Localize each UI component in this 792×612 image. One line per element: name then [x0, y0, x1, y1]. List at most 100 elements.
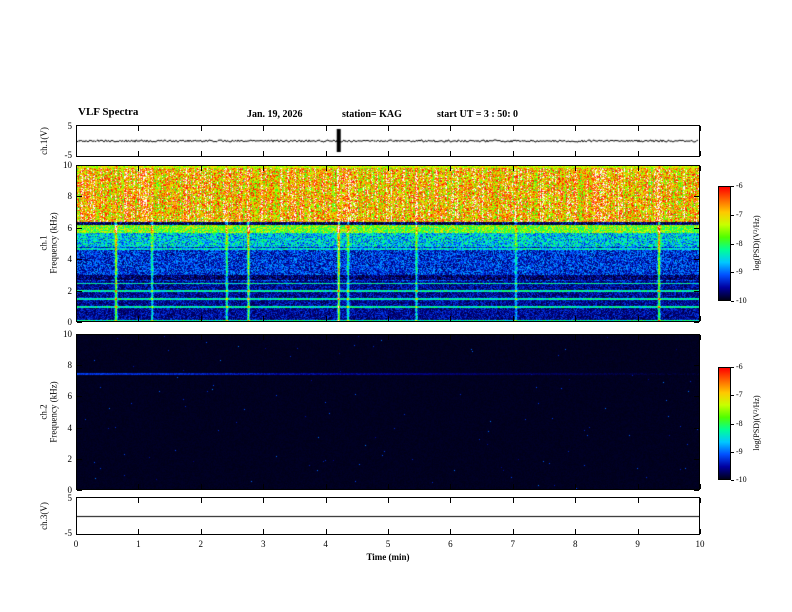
tick-mark	[694, 196, 699, 197]
tick-mark	[325, 484, 327, 489]
ch3-voltage-axis-label: ch.3(V)	[39, 502, 49, 530]
freq-tick-label: 10	[63, 160, 72, 170]
tick-mark	[450, 529, 452, 534]
tick-mark	[200, 484, 202, 489]
tick-mark	[450, 316, 452, 321]
tick-mark	[138, 484, 140, 489]
tick-mark	[325, 166, 327, 171]
x-tick-label: 1	[136, 539, 141, 549]
freq-tick-label: 8	[67, 191, 73, 201]
ch1-frequency-axis-label-line2: Frequency (kHz)	[48, 212, 59, 274]
tick-mark	[700, 498, 701, 503]
tick-mark	[700, 335, 701, 340]
freq-tick-label: 4	[67, 423, 73, 433]
x-tick-label: 4	[323, 539, 328, 549]
ch2-spectrogram-panel	[76, 334, 700, 490]
tick-mark	[77, 322, 82, 323]
freq-tick-label: 6	[67, 391, 73, 401]
tick-mark	[694, 259, 699, 260]
tick-mark	[731, 272, 734, 273]
tick-mark	[575, 316, 577, 321]
x-tick-label: 8	[572, 539, 578, 549]
tick-mark	[325, 126, 327, 131]
tick-mark	[200, 151, 202, 156]
tick-mark	[138, 529, 140, 534]
tick-mark	[731, 186, 734, 187]
tick-mark	[575, 126, 577, 131]
volt-tick-label: 5	[67, 493, 73, 503]
x-tick-label: 5	[385, 539, 391, 549]
tick-mark	[694, 334, 699, 335]
freq-tick-label: 6	[67, 223, 73, 233]
colorbar-ch2	[718, 367, 731, 480]
tick-mark	[694, 322, 699, 323]
tick-mark	[450, 166, 452, 171]
tick-mark	[694, 291, 699, 292]
tick-mark	[731, 301, 734, 302]
tick-mark	[200, 126, 202, 131]
tick-mark	[325, 151, 327, 156]
colorbar-tick-label: -10	[736, 475, 747, 484]
tick-mark	[694, 165, 699, 166]
tick-mark	[637, 151, 639, 156]
time-axis-label: Time (min)	[366, 552, 410, 562]
tick-mark	[450, 484, 452, 489]
tick-mark	[76, 484, 77, 489]
tick-mark	[575, 484, 577, 489]
tick-mark	[263, 484, 265, 489]
tick-mark	[700, 151, 701, 156]
tick-mark	[77, 459, 82, 460]
x-tick-label: 3	[260, 539, 266, 549]
x-tick-label: 2	[198, 539, 204, 549]
tick-mark	[694, 490, 699, 491]
tick-mark	[138, 126, 140, 131]
ch3-voltage-panel	[76, 497, 700, 535]
tick-mark	[200, 335, 202, 340]
tick-mark	[77, 196, 82, 197]
tick-mark	[637, 166, 639, 171]
tick-mark	[731, 395, 734, 396]
freq-tick-label: 8	[67, 360, 73, 370]
tick-mark	[450, 498, 452, 503]
colorbar-tick-label: -9	[736, 447, 743, 456]
tick-mark	[575, 151, 577, 156]
tick-mark	[388, 529, 389, 534]
tick-mark	[575, 498, 577, 503]
tick-mark	[450, 151, 452, 156]
colorbar-tick-label: -7	[736, 390, 743, 399]
colorbar-tick-label: -7	[736, 210, 743, 219]
start-ut-label: start UT = 3 : 50: 0	[437, 109, 519, 120]
ch1-voltage-axis-label: ch.1(V)	[39, 127, 49, 155]
tick-mark	[77, 365, 82, 366]
freq-tick-label: 0	[67, 485, 73, 495]
tick-mark	[575, 335, 577, 340]
freq-tick-label: 0	[67, 317, 73, 327]
tick-mark	[388, 484, 389, 489]
x-tick-label: 7	[510, 539, 516, 549]
ch1-spectrogram-canvas	[77, 166, 699, 321]
tick-mark	[731, 480, 734, 481]
tick-mark	[77, 228, 82, 229]
ch1-frequency-axis-label-line1: ch.1	[38, 235, 49, 251]
tick-mark	[731, 215, 734, 216]
tick-mark	[325, 316, 327, 321]
tick-mark	[450, 126, 452, 131]
tick-mark	[138, 498, 140, 503]
tick-mark	[512, 335, 514, 340]
tick-mark	[325, 529, 327, 534]
tick-mark	[388, 166, 389, 171]
freq-tick-label: 10	[63, 329, 72, 339]
tick-mark	[512, 484, 514, 489]
tick-mark	[76, 126, 77, 131]
tick-mark	[263, 316, 265, 321]
tick-mark	[200, 166, 202, 171]
date-label: Jan. 19, 2026	[247, 109, 303, 120]
tick-mark	[263, 126, 265, 131]
tick-mark	[731, 452, 734, 453]
tick-mark	[694, 365, 699, 366]
tick-mark	[700, 126, 701, 131]
tick-mark	[77, 259, 82, 260]
tick-mark	[388, 151, 389, 156]
tick-mark	[512, 126, 514, 131]
tick-mark	[263, 166, 265, 171]
